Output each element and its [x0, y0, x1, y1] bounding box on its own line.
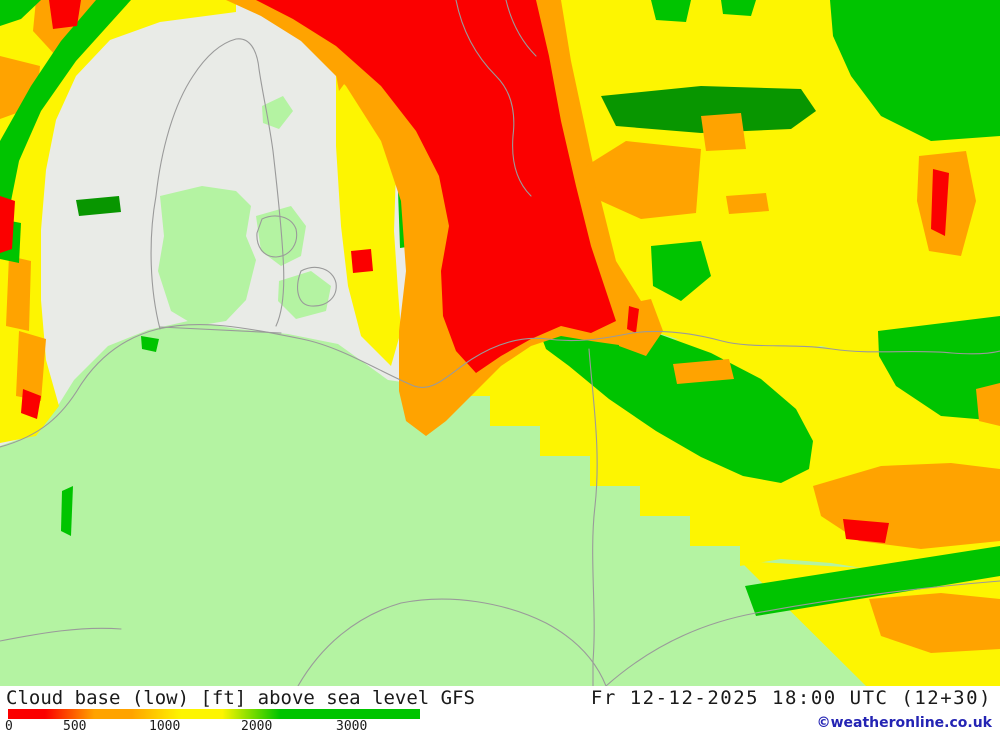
legend-tick-3000: 3000 — [336, 719, 368, 733]
cloud-region-green-top — [651, 0, 691, 22]
map-canvas — [0, 0, 1000, 686]
cloud-region-red-west-edge — [21, 389, 41, 419]
map-datetime: Fr 12-12-2025 18:00 UTC (12+30) — [590, 687, 992, 709]
cloud-region-orange-dash — [726, 193, 769, 214]
weather-map — [0, 0, 1000, 686]
coastline-scandinavia — [505, 0, 537, 57]
cloud-region-red-west-edge — [0, 196, 15, 253]
border-oder — [588, 348, 598, 686]
cloud-region-green-top — [721, 0, 756, 16]
cloud-region-green-topright — [830, 0, 1000, 141]
border-denmark-germany — [159, 326, 282, 334]
legend-colorbar — [8, 709, 420, 719]
cloud-region-green-east — [878, 316, 1000, 421]
cloud-region-green-coast-dot — [141, 336, 159, 352]
cloud-region-orange-east-edge — [976, 383, 1000, 426]
denmark-land-patch — [278, 271, 331, 319]
cloud-region-orange-patch — [616, 299, 663, 356]
cloud-region-red-dot — [627, 306, 639, 333]
cloud-region-orange-dash — [673, 359, 734, 384]
border-south-east — [605, 580, 1000, 686]
border-czech — [297, 598, 607, 686]
legend-tick-2000: 2000 — [241, 719, 273, 733]
cloud-region-darkgreen-dash — [76, 196, 121, 216]
coastline-scandinavia — [455, 0, 532, 197]
cloud-region-darkgreen-band — [601, 86, 816, 133]
border-west — [0, 627, 122, 642]
copyright-link[interactable]: ©weatheronline.co.uk — [816, 715, 992, 731]
cloud-region-red-dash-southeast — [843, 519, 889, 543]
coastline-island — [297, 266, 337, 307]
cloud-region-red-main — [256, 0, 616, 373]
cloud-region-green-central-band — [540, 319, 813, 483]
cloud-region-red-dash-baltic — [351, 249, 373, 273]
cloud-region-yellow-west — [0, 0, 236, 443]
coastline-jutland — [150, 38, 285, 330]
cloud-region-orange-southeast — [869, 593, 1000, 653]
cloud-region-green-sliver — [61, 486, 73, 536]
denmark-land-patch — [262, 96, 293, 129]
cloud-region-orange-patch — [701, 113, 746, 151]
cloud-region-orange-west — [16, 331, 46, 401]
cloud-region-green-corner — [0, 0, 41, 26]
legend-tick-500: 500 — [63, 719, 87, 733]
legend-tick-0: 0 — [5, 719, 13, 733]
denmark-land-patch — [256, 206, 306, 266]
cloud-region-green-northwest-band — [0, 0, 131, 216]
map-title: Cloud base (low) [ft] above sea level GF… — [6, 687, 475, 709]
footer-bar: Cloud base (low) [ft] above sea level GF… — [0, 686, 1000, 733]
coastlines-and-borders — [0, 0, 1000, 686]
cloud-region-red-sliver-east — [931, 169, 949, 236]
legend-tick-1000: 1000 — [149, 719, 181, 733]
cloud-region-red-topleft — [49, 0, 81, 29]
cloud-region-orange-patch — [586, 141, 701, 219]
cloud-region-green-patch — [651, 241, 711, 301]
coastline-main — [0, 323, 1000, 448]
cloud-region-orange-west — [6, 256, 31, 331]
coastline-island — [256, 215, 298, 258]
cloud-region-green-southeast-band — [745, 546, 1000, 616]
denmark-land-patch — [158, 186, 256, 326]
